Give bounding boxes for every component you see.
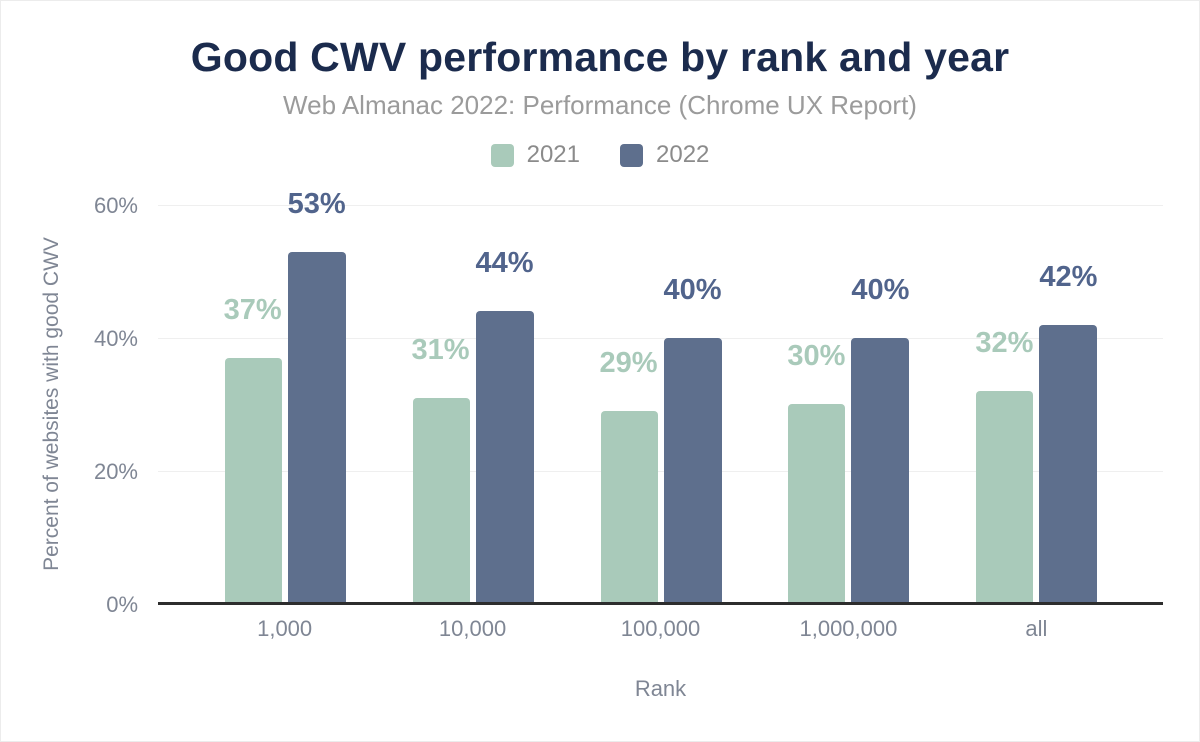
bar-label-2022-100000: 40% [663, 274, 722, 306]
bar-2022-100000[interactable] [663, 338, 722, 604]
bar-label-2021-1000000: 30% [787, 340, 846, 372]
bar-2022-1000[interactable] [287, 252, 346, 604]
legend-item-2021[interactable]: 2021 [490, 141, 580, 169]
x-tick-1000000: 1,000,000 [799, 616, 898, 641]
gridline-20 [158, 471, 1163, 472]
bar-2021-1000[interactable] [224, 358, 282, 604]
bar-label-2021-100000: 29% [599, 347, 658, 379]
y-tick-40: 40% [93, 326, 138, 351]
x-tick-1000: 1,000 [257, 616, 313, 641]
x-axis-line [158, 602, 1163, 605]
x-tick-100000: 100,000 [620, 616, 701, 641]
bar-label-2022-10000: 44% [475, 247, 534, 279]
bar-label-2021-10000: 31% [411, 334, 470, 366]
bar-label-2021-1000: 37% [223, 294, 282, 326]
y-tick-0: 0% [106, 592, 138, 617]
legend: 2021 2022 [0, 141, 1200, 169]
x-tick-10000: 10,000 [438, 616, 507, 641]
x-axis-title: Rank [634, 676, 687, 701]
legend-swatch-2022 [620, 143, 643, 167]
bar-label-2022-all: 42% [1039, 261, 1098, 293]
bar-2022-all[interactable] [1039, 325, 1098, 604]
chart-subtitle: Web Almanac 2022: Performance (Chrome UX… [283, 90, 917, 120]
legend-item-2022[interactable]: 2022 [620, 141, 709, 169]
x-tick-all: all [1025, 616, 1048, 641]
y-tick-20: 20% [93, 459, 138, 484]
bar-2021-10000[interactable] [412, 398, 470, 604]
bar-2021-1000000[interactable] [788, 404, 846, 604]
legend-label-2022: 2022 [656, 141, 710, 168]
bar-2021-100000[interactable] [600, 411, 658, 604]
legend-label-2021: 2021 [526, 141, 580, 168]
bar-label-2022-1000000: 40% [851, 274, 910, 306]
bar-label-2022-1000: 53% [287, 188, 346, 220]
y-axis-ticks: 60% 40% 20% 0% [0, 193, 148, 617]
legend-swatch-2021 [490, 143, 514, 167]
bar-2021-all[interactable] [976, 391, 1034, 604]
gridline-60 [158, 205, 1163, 206]
plot-area: 1,000 37% 53% 10,000 31% 44% 100,000 29% 40% 1,00… [158, 188, 1163, 641]
bar-2022-10000[interactable] [475, 311, 534, 604]
bar-2022-1000000[interactable] [851, 338, 910, 604]
bar-label-2021-all: 32% [975, 327, 1034, 359]
chart-title: Good CWV performance by rank and year [190, 34, 1010, 80]
y-tick-60: 60% [93, 193, 138, 218]
gridline-40 [158, 338, 1163, 339]
